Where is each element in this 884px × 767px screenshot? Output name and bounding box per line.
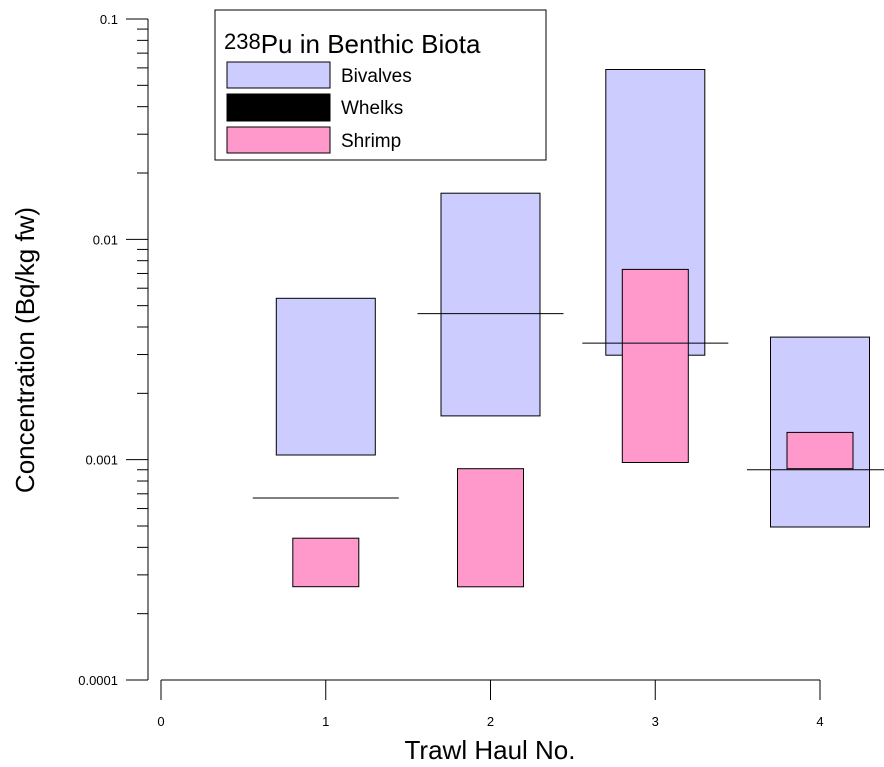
legend-title: 238Pu in Benthic Biota [224, 29, 481, 59]
bar-shrimp-haul-3 [621, 268, 689, 463]
legend-swatch-whelks [226, 93, 331, 122]
legend-label-bivalves: Bivalves [341, 66, 412, 87]
x-tick-label-3: 3 [652, 714, 659, 729]
bar-shrimp-haul-2 [457, 468, 524, 588]
bar-shrimp-haul-1 [292, 537, 360, 588]
y-tick-label-0: 0.1 [100, 12, 118, 27]
axes: 0 1 2 3 4 0.1 0.01 0.001 0.0001 [78, 12, 823, 729]
bar-shrimp-haul-4 [786, 431, 854, 470]
legend-swatch-bivalves [226, 61, 331, 89]
legend-swatch-shrimp [226, 126, 331, 154]
legend-label-whelks: Whelks [341, 98, 403, 119]
y-axis-title: Concentration (Bq/kg fw) [10, 207, 40, 493]
legend-title-superscript: 238 [224, 29, 261, 54]
x-tick-label-4: 4 [816, 714, 823, 729]
bar-bivalves-haul-1 [275, 297, 376, 456]
x-axis-title: Trawl Haul No. [405, 735, 576, 765]
x-tick-label-2: 2 [487, 714, 494, 729]
legend: 238Pu in Benthic Biota Bivalves Whelks S… [214, 9, 547, 161]
y-tick-label-2: 0.001 [85, 453, 118, 468]
plot-area [252, 69, 884, 588]
y-tick-label-3: 0.0001 [78, 673, 118, 688]
legend-label-shrimp: Shrimp [341, 131, 401, 152]
bar-bivalves-haul-2 [440, 192, 541, 417]
legend-title-text: Pu in Benthic Biota [261, 29, 481, 59]
y-tick-label-1: 0.01 [93, 232, 118, 247]
x-tick-label-0: 0 [157, 714, 164, 729]
x-tick-label-1: 1 [322, 714, 329, 729]
